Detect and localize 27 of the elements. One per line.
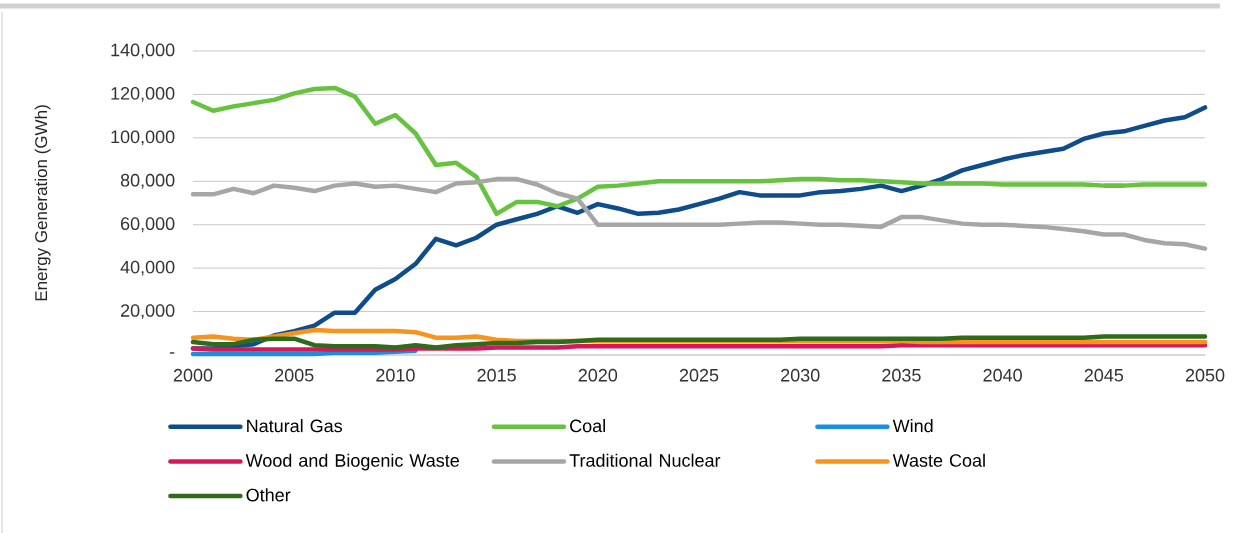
x-tick-label: 2010 xyxy=(376,368,415,382)
legend-label: Waste Coal xyxy=(892,453,985,467)
x-tick-label: 2000 xyxy=(173,368,213,382)
legend-label: Coal xyxy=(570,419,605,433)
x-tick-label: 2050 xyxy=(1185,368,1225,382)
x-tick-label: 2005 xyxy=(275,368,314,382)
x-tick-label: 2035 xyxy=(882,368,921,382)
legend-label: Other xyxy=(246,488,291,502)
y-axis-title: Energy Generation (GWh) xyxy=(34,105,51,301)
legend-label: Wood and Biogenic Waste xyxy=(245,453,459,471)
legend-label: Natural Gas xyxy=(247,419,343,433)
x-tick-label: 2025 xyxy=(679,368,719,382)
y-tick-label: 20,000 xyxy=(120,304,175,319)
x-tick-label: 2015 xyxy=(477,368,516,382)
y-tick-label: 60,000 xyxy=(121,217,175,233)
y-tick-label: 80,000 xyxy=(120,173,175,189)
x-tick-label: 2020 xyxy=(578,368,618,382)
x-tick-label: 2040 xyxy=(983,368,1022,382)
y-tick-label: 100,000 xyxy=(111,130,175,146)
y-tick-label: 140,000 xyxy=(111,43,175,59)
x-tick-label: 2045 xyxy=(1084,368,1124,382)
y-tick-label: 120,000 xyxy=(111,87,175,102)
x-tick-label: 2030 xyxy=(781,368,820,382)
legend-label: Wind xyxy=(892,419,933,433)
legend-label: Traditional Nuclear xyxy=(569,453,721,467)
y-tick-label: - xyxy=(169,352,175,354)
y-tick-label: 40,000 xyxy=(120,260,175,276)
